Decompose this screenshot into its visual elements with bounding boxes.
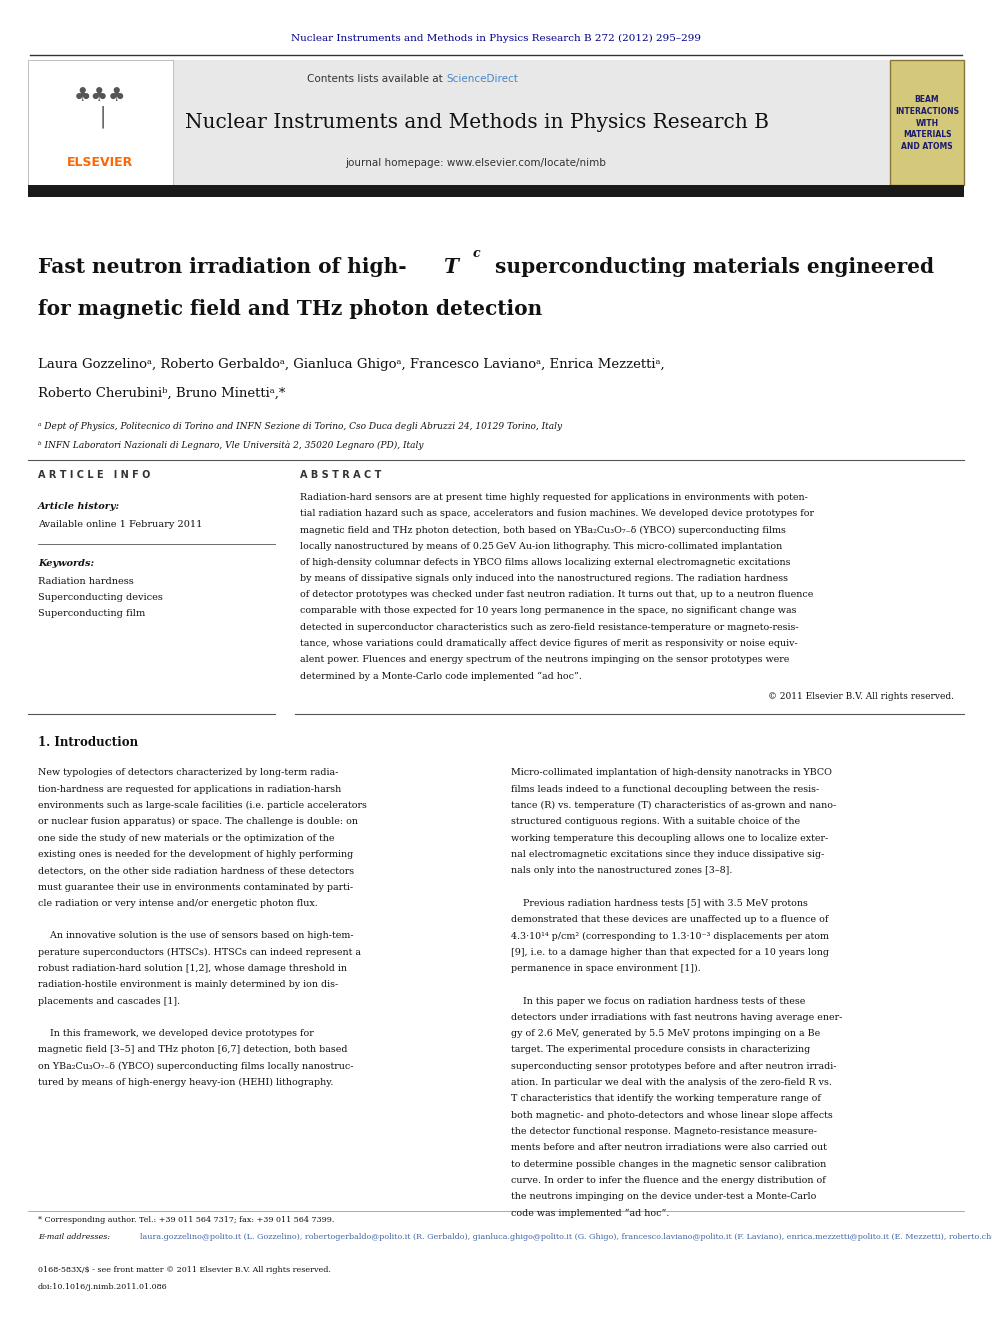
Text: cle radiation or very intense and/or energetic photon flux.: cle radiation or very intense and/or ene…: [38, 898, 317, 908]
Text: ELSEVIER: ELSEVIER: [66, 156, 133, 169]
Text: must guarantee their use in environments contaminated by parti-: must guarantee their use in environments…: [38, 882, 353, 892]
Text: detectors under irradiations with fast neutrons having average ener-: detectors under irradiations with fast n…: [511, 1013, 842, 1021]
Text: A B S T R A C T: A B S T R A C T: [300, 470, 381, 480]
Text: working temperature this decoupling allows one to localize exter-: working temperature this decoupling allo…: [511, 833, 828, 843]
Text: nal electromagnetic excitations since they induce dissipative sig-: nal electromagnetic excitations since th…: [511, 849, 824, 859]
Bar: [28, 185, 964, 197]
Text: superconducting sensor prototypes before and after neutron irradi-: superconducting sensor prototypes before…: [511, 1062, 836, 1070]
Text: E-mail addresses:: E-mail addresses:: [38, 1233, 113, 1241]
Text: 1. Introduction: 1. Introduction: [38, 737, 138, 749]
Text: detectors, on the other side radiation hardness of these detectors: detectors, on the other side radiation h…: [38, 867, 354, 876]
Text: superconducting materials engineered: superconducting materials engineered: [488, 257, 934, 277]
Text: journal homepage: www.elsevier.com/locate/nimb: journal homepage: www.elsevier.com/locat…: [345, 157, 606, 168]
Text: Article history:: Article history:: [38, 501, 120, 511]
Text: In this paper we focus on radiation hardness tests of these: In this paper we focus on radiation hard…: [511, 996, 806, 1005]
Text: robust radiation-hard solution [1,2], whose damage threshold in: robust radiation-hard solution [1,2], wh…: [38, 964, 347, 972]
Text: perature superconductors (HTSCs). HTSCs can indeed represent a: perature superconductors (HTSCs). HTSCs …: [38, 947, 361, 957]
Text: both magnetic- and photo-detectors and whose linear slope affects: both magnetic- and photo-detectors and w…: [511, 1111, 832, 1119]
Text: tion-hardness are requested for applications in radiation-harsh: tion-hardness are requested for applicat…: [38, 785, 341, 794]
Text: determined by a Monte-Carlo code implemented “ad hoc”.: determined by a Monte-Carlo code impleme…: [300, 671, 582, 680]
Text: or nuclear fusion apparatus) or space. The challenge is double: on: or nuclear fusion apparatus) or space. T…: [38, 818, 358, 827]
Text: doi:10.1016/j.nimb.2011.01.086: doi:10.1016/j.nimb.2011.01.086: [38, 1283, 168, 1291]
Text: T characteristics that identify the working temperature range of: T characteristics that identify the work…: [511, 1094, 820, 1103]
Text: the detector functional response. Magneto-resistance measure-: the detector functional response. Magnet…: [511, 1127, 817, 1136]
Text: Superconducting film: Superconducting film: [38, 609, 145, 618]
Text: to determine possible changes in the magnetic sensor calibration: to determine possible changes in the mag…: [511, 1159, 826, 1168]
Text: ♣♣♣
 │: ♣♣♣ │: [73, 86, 126, 128]
Text: ation. In particular we deal with the analysis of the zero-field R vs.: ation. In particular we deal with the an…: [511, 1078, 832, 1088]
Text: locally nanostructured by means of 0.25 GeV Au-ion lithography. This micro-colli: locally nanostructured by means of 0.25 …: [300, 541, 783, 550]
Text: In this framework, we developed device prototypes for: In this framework, we developed device p…: [38, 1029, 313, 1039]
Text: ᵃ Dept of Physics, Politecnico di Torino and INFN Sezione di Torino, Cso Duca de: ᵃ Dept of Physics, Politecnico di Torino…: [38, 422, 562, 431]
Text: by means of dissipative signals only induced into the nanostructured regions. Th: by means of dissipative signals only ind…: [300, 574, 788, 583]
Text: Radiation hardness: Radiation hardness: [38, 577, 134, 586]
Bar: [28, 60, 173, 185]
Text: A R T I C L E   I N F O: A R T I C L E I N F O: [38, 470, 151, 480]
Text: tance (R) vs. temperature (T) characteristics of as-grown and nano-: tance (R) vs. temperature (T) characteri…: [511, 800, 836, 810]
Text: structured contiguous regions. With a suitable choice of the: structured contiguous regions. With a su…: [511, 818, 801, 827]
Text: permanence in space environment [1]).: permanence in space environment [1]).: [511, 964, 700, 974]
Text: Keywords:: Keywords:: [38, 560, 94, 568]
Text: one side the study of new materials or the optimization of the: one side the study of new materials or t…: [38, 833, 334, 843]
Text: nals only into the nanostructured zones [3–8].: nals only into the nanostructured zones …: [511, 867, 732, 876]
Text: © 2011 Elsevier B.V. All rights reserved.: © 2011 Elsevier B.V. All rights reserved…: [768, 692, 954, 701]
Text: films leads indeed to a functional decoupling between the resis-: films leads indeed to a functional decou…: [511, 785, 819, 794]
Text: alent power. Fluences and energy spectrum of the neutrons impinging on the senso: alent power. Fluences and energy spectru…: [300, 655, 790, 664]
Text: Nuclear Instruments and Methods in Physics Research B 272 (2012) 295–299: Nuclear Instruments and Methods in Physi…: [291, 33, 701, 42]
Text: ᵇ INFN Laboratori Nazionali di Legnaro, Vle Università 2, 35020 Legnaro (PD), It: ᵇ INFN Laboratori Nazionali di Legnaro, …: [38, 441, 424, 451]
Text: Contents lists available at: Contents lists available at: [307, 74, 446, 83]
Text: radiation-hostile environment is mainly determined by ion dis-: radiation-hostile environment is mainly …: [38, 980, 338, 990]
Text: tial radiation hazard such as space, accelerators and fusion machines. We develo: tial radiation hazard such as space, acc…: [300, 509, 814, 519]
Text: Superconducting devices: Superconducting devices: [38, 593, 163, 602]
Text: magnetic field [3–5] and THz photon [6,7] detection, both based: magnetic field [3–5] and THz photon [6,7…: [38, 1045, 347, 1054]
Text: existing ones is needed for the development of highly performing: existing ones is needed for the developm…: [38, 849, 353, 859]
Text: Previous radiation hardness tests [5] with 3.5 MeV protons: Previous radiation hardness tests [5] wi…: [511, 898, 807, 908]
Text: Available online 1 February 2011: Available online 1 February 2011: [38, 520, 202, 529]
Text: [9], i.e. to a damage higher than that expected for a 10 years long: [9], i.e. to a damage higher than that e…: [511, 947, 829, 957]
Text: on YBa₂Cu₃O₇₋δ (YBCO) superconducting films locally nanostruc-: on YBa₂Cu₃O₇₋δ (YBCO) superconducting fi…: [38, 1062, 353, 1070]
Text: magnetic field and THz photon detection, both based on YBa₂Cu₃O₇₋δ (YBCO) superc: magnetic field and THz photon detection,…: [300, 525, 786, 534]
Text: curve. In order to infer the fluence and the energy distribution of: curve. In order to infer the fluence and…: [511, 1176, 825, 1185]
Text: demonstrated that these devices are unaffected up to a fluence of: demonstrated that these devices are unaf…: [511, 916, 828, 923]
Text: Laura Gozzelinoᵃ, Roberto Gerbaldoᵃ, Gianluca Ghigoᵃ, Francesco Lavianoᵃ, Enrica: Laura Gozzelinoᵃ, Roberto Gerbaldoᵃ, Gia…: [38, 359, 665, 370]
Text: laura.gozzelino@polito.it (L. Gozzelino), robertogerbaldo@polito.it (R. Gerbaldo: laura.gozzelino@polito.it (L. Gozzelino)…: [140, 1233, 992, 1241]
Text: target. The experimental procedure consists in characterizing: target. The experimental procedure consi…: [511, 1045, 810, 1054]
Text: detected in superconductor characteristics such as zero-field resistance-tempera: detected in superconductor characteristi…: [300, 623, 799, 631]
Text: ScienceDirect: ScienceDirect: [446, 74, 518, 83]
Text: 0168-583X/$ - see front matter © 2011 Elsevier B.V. All rights reserved.: 0168-583X/$ - see front matter © 2011 El…: [38, 1266, 331, 1274]
Text: tance, whose variations could dramatically affect device figures of merit as res: tance, whose variations could dramatical…: [300, 639, 798, 648]
Text: Roberto Cherubiniᵇ, Bruno Minettiᵃ,*: Roberto Cherubiniᵇ, Bruno Minettiᵃ,*: [38, 388, 286, 400]
Text: Radiation-hard sensors are at present time highly requested for applications in : Radiation-hard sensors are at present ti…: [300, 493, 807, 501]
Text: BEAM
INTERACTIONS
WITH
MATERIALS
AND ATOMS: BEAM INTERACTIONS WITH MATERIALS AND ATO…: [895, 95, 959, 151]
Text: tured by means of high-energy heavy-ion (HEHI) lithography.: tured by means of high-energy heavy-ion …: [38, 1078, 333, 1088]
Text: Nuclear Instruments and Methods in Physics Research B: Nuclear Instruments and Methods in Physi…: [185, 114, 769, 132]
Text: ments before and after neutron irradiations were also carried out: ments before and after neutron irradiati…: [511, 1143, 827, 1152]
Text: of detector prototypes was checked under fast neutron radiation. It turns out th: of detector prototypes was checked under…: [300, 590, 813, 599]
Text: gy of 2.6 MeV, generated by 5.5 MeV protons impinging on a Be: gy of 2.6 MeV, generated by 5.5 MeV prot…: [511, 1029, 820, 1039]
Text: the neutrons impinging on the device under-test a Monte-Carlo: the neutrons impinging on the device und…: [511, 1192, 816, 1201]
Text: of high-density columnar defects in YBCO films allows localizing external electr: of high-density columnar defects in YBCO…: [300, 558, 791, 566]
Text: c: c: [473, 247, 481, 261]
Text: * Corresponding author. Tel.: +39 011 564 7317; fax: +39 011 564 7399.: * Corresponding author. Tel.: +39 011 56…: [38, 1216, 334, 1224]
Text: Fast neutron irradiation of high-: Fast neutron irradiation of high-: [38, 257, 407, 277]
Text: comparable with those expected for 10 years long permanence in the space, no sig: comparable with those expected for 10 ye…: [300, 606, 797, 615]
Text: placements and cascades [1].: placements and cascades [1].: [38, 996, 181, 1005]
Text: T: T: [443, 257, 458, 277]
Text: Micro-collimated implantation of high-density nanotracks in YBCO: Micro-collimated implantation of high-de…: [511, 769, 832, 778]
Text: for magnetic field and THz photon detection: for magnetic field and THz photon detect…: [38, 299, 543, 319]
Text: environments such as large-scale facilities (i.e. particle accelerators: environments such as large-scale facilit…: [38, 800, 367, 810]
Text: An innovative solution is the use of sensors based on high-tem-: An innovative solution is the use of sen…: [38, 931, 353, 941]
Bar: [890, 60, 964, 185]
Text: 4.3·10¹⁴ p/cm² (corresponding to 1.3·10⁻³ displacements per atom: 4.3·10¹⁴ p/cm² (corresponding to 1.3·10⁻…: [511, 931, 829, 941]
Text: code was implemented “ad hoc”.: code was implemented “ad hoc”.: [511, 1208, 670, 1218]
Text: New typologies of detectors characterized by long-term radia-: New typologies of detectors characterize…: [38, 769, 338, 778]
Bar: [28, 60, 964, 185]
